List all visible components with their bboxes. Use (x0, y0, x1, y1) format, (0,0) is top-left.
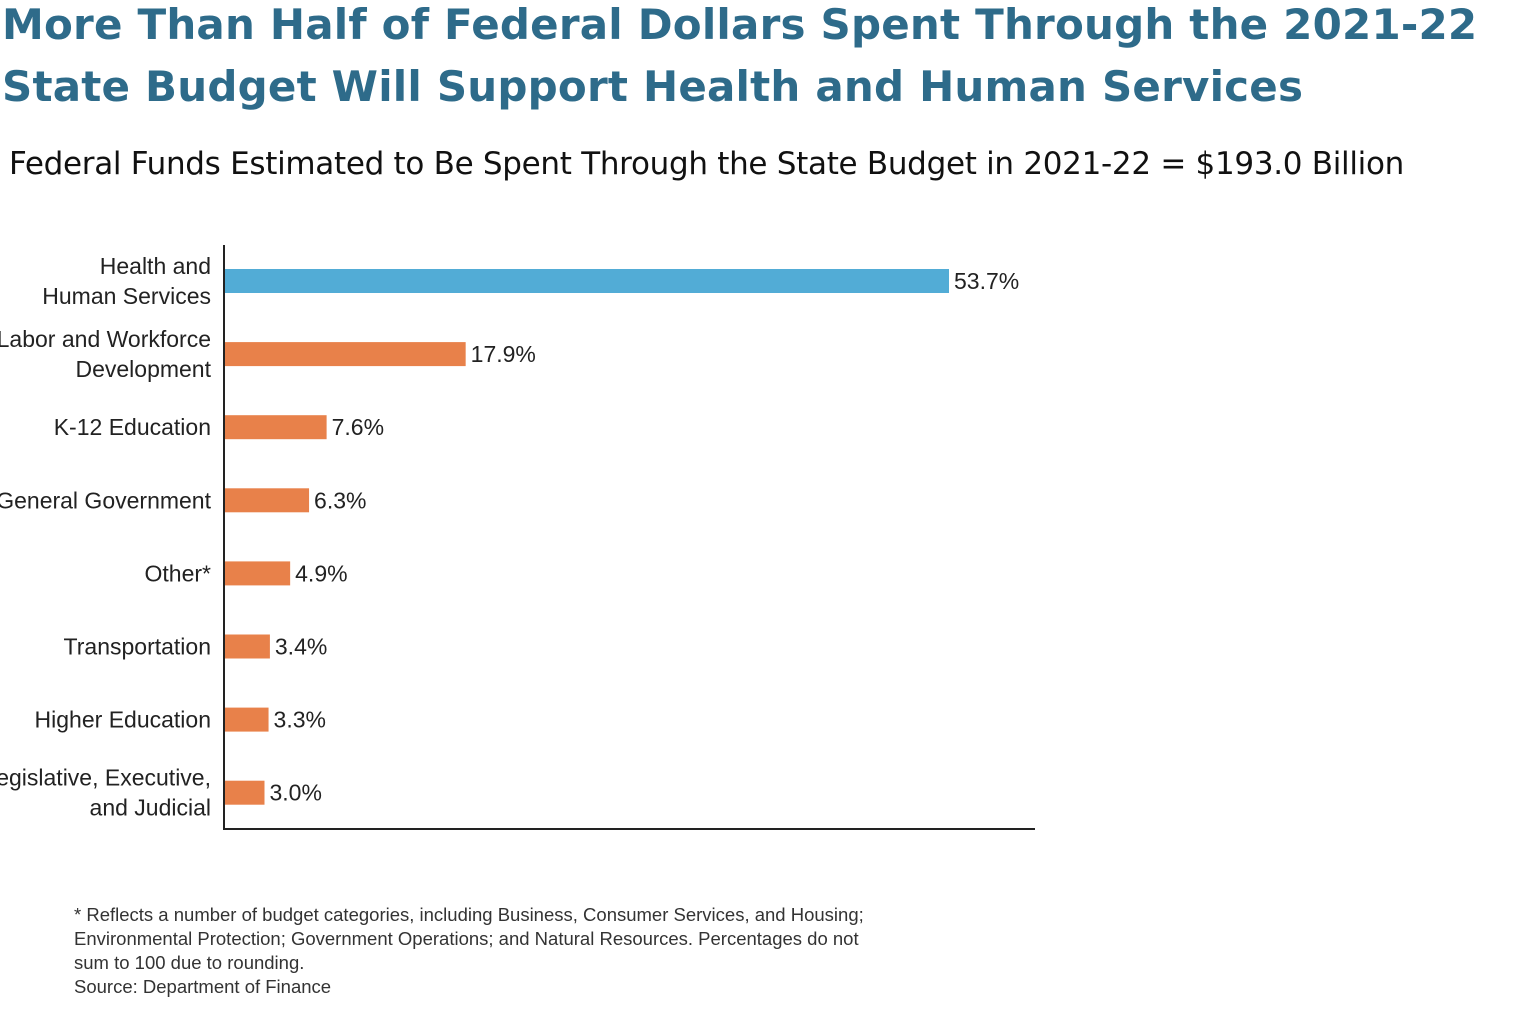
bar (224, 780, 265, 805)
data-label: 3.3% (274, 707, 326, 733)
data-label: 3.0% (270, 780, 322, 806)
category-label: Transportation (64, 634, 211, 660)
chart-subtitle: Federal Funds Estimated to Be Spent Thro… (9, 146, 1404, 182)
data-label: 4.9% (295, 560, 347, 586)
bar (224, 634, 270, 659)
category-label: Labor and Workforce Development (0, 326, 212, 382)
data-label: 17.9% (471, 341, 536, 367)
data-label: 6.3% (314, 487, 366, 513)
bar (224, 707, 269, 732)
bar (224, 415, 327, 440)
category-label: General Government (0, 487, 212, 513)
category-label: K-12 Education (54, 414, 211, 440)
category-label: Higher Education (35, 707, 211, 733)
bar (224, 342, 466, 367)
bar (224, 269, 949, 293)
category-label: Legislative, Executive, and Judicial (0, 765, 211, 821)
data-label: 7.6% (332, 414, 384, 440)
footnote-line: Environmental Protection; Government Ope… (74, 928, 859, 949)
data-label: 3.4% (275, 634, 327, 660)
bar (224, 561, 291, 586)
footnote-line: sum to 100 due to rounding. (74, 952, 305, 973)
bar (224, 488, 310, 513)
footnote-line: * Reflects a number of budget categories… (74, 904, 864, 925)
source-note: Source: Department of Finance (74, 976, 332, 997)
footnote: * Reflects a number of budget categories… (74, 903, 864, 999)
category-label: Health and Human Services (42, 253, 211, 309)
category-label: Other* (145, 560, 212, 586)
data-label: 53.7% (954, 268, 1019, 294)
page-title: More Than Half of Federal Dollars Spent … (2, 0, 1478, 111)
